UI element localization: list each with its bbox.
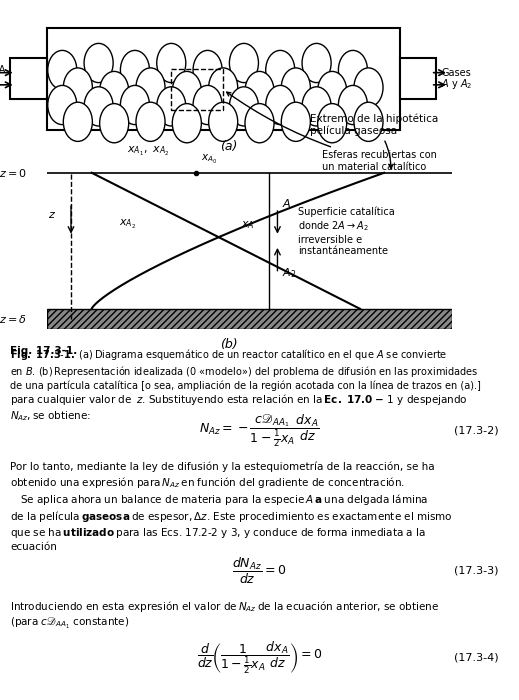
Circle shape [63,68,92,107]
Text: $x_{A_0}$: $x_{A_0}$ [200,153,217,166]
Text: (b): (b) [220,338,237,351]
Text: Superficie catalítica
donde $2A\rightarrow A_2$
irreversible e
instantáneamente: Superficie catalítica donde $2A\rightarr… [298,206,394,256]
Text: Introduciendo en esta expresión el valor de $N_{Az}$ de la ecuación anterior, se: Introduciendo en esta expresión el valor… [10,598,440,631]
Circle shape [318,71,347,111]
Circle shape [302,43,331,83]
Text: Fig. 17.3-1.: Fig. 17.3-1. [10,346,81,356]
Text: $x_{A_1},\ x_{A_2}$: $x_{A_1},\ x_{A_2}$ [127,145,169,158]
Text: $\dfrac{dN_{Az}}{dz} = 0$: $\dfrac{dN_{Az}}{dz} = 0$ [233,556,286,585]
Circle shape [157,43,186,83]
Circle shape [266,50,295,90]
Text: $A_2$: $A_2$ [281,267,296,281]
Circle shape [302,87,331,126]
Text: Esferas recubiertas con
un material catalítico: Esferas recubiertas con un material cata… [227,92,436,172]
FancyBboxPatch shape [400,59,436,99]
Circle shape [193,50,222,90]
Circle shape [84,43,113,83]
Circle shape [229,87,258,126]
Circle shape [281,68,310,107]
Text: Gases: Gases [441,68,471,78]
Text: $z = 0$: $z = 0$ [0,167,26,178]
Circle shape [245,104,274,143]
Text: (17.3-3): (17.3-3) [454,566,498,575]
Circle shape [338,50,367,90]
Text: $x_{A_2}$: $x_{A_2}$ [119,218,136,232]
Circle shape [172,71,201,111]
Circle shape [100,71,129,111]
Text: (17.3-4): (17.3-4) [454,653,498,663]
Circle shape [338,85,367,125]
Circle shape [281,102,310,141]
Circle shape [172,104,201,143]
FancyBboxPatch shape [10,59,47,99]
Text: $\dfrac{d}{dz}\!\left(\dfrac{1}{1-\frac{1}{2}x_A}\dfrac{dx_A}{dz}\right) = 0$: $\dfrac{d}{dz}\!\left(\dfrac{1}{1-\frac{… [197,640,322,676]
Circle shape [209,102,238,141]
Text: (17.3-2): (17.3-2) [454,426,498,435]
Circle shape [136,102,165,141]
Circle shape [266,85,295,125]
FancyBboxPatch shape [47,28,400,130]
Text: $x_A$: $x_A$ [241,219,255,231]
Circle shape [120,85,149,125]
Text: para cualquier valor de  $z$. Substituyendo esta relación en la $\mathbf{Ec.\ 17: para cualquier valor de $z$. Substituyen… [10,392,468,423]
Circle shape [354,102,383,141]
Text: (a): (a) [220,140,237,153]
Text: $N_{Az} = -\dfrac{c\mathscr{D}_{AA_1}}{1 - \frac{1}{2}x_A}\dfrac{dx_A}{dz}$: $N_{Az} = -\dfrac{c\mathscr{D}_{AA_1}}{1… [199,412,320,449]
Circle shape [84,87,113,126]
Bar [47,309,452,329]
Circle shape [48,85,77,125]
Circle shape [229,43,258,83]
Text: Extremo de la hipotética
película gaseosa: Extremo de la hipotética película gaseos… [310,113,438,169]
Circle shape [48,50,77,90]
Text: $z = \delta$: $z = \delta$ [0,313,26,325]
Circle shape [100,104,129,143]
Text: $A$: $A$ [281,197,291,209]
Text: Por lo tanto, mediante la ley de difusión y la estequiometría de la reacción, se: Por lo tanto, mediante la ley de difusió… [10,462,453,552]
Circle shape [157,87,186,126]
Text: Gas A: Gas A [0,65,5,76]
Text: $A$ y $A_2$: $A$ y $A_2$ [441,78,472,92]
Circle shape [193,85,222,125]
Text: z: z [48,210,53,220]
Circle shape [354,68,383,107]
Circle shape [209,68,238,107]
Circle shape [136,68,165,107]
Circle shape [63,102,92,141]
Circle shape [318,104,347,143]
Bar [47,309,452,329]
Text: $\bf{Fig.\ 17.3\text{-}1.}$ (a) Diagrama esquemático de un reactor catalítico en: $\bf{Fig.\ 17.3\text{-}1.}$ (a) Diagrama… [10,346,481,391]
Circle shape [120,50,149,90]
Circle shape [245,71,274,111]
